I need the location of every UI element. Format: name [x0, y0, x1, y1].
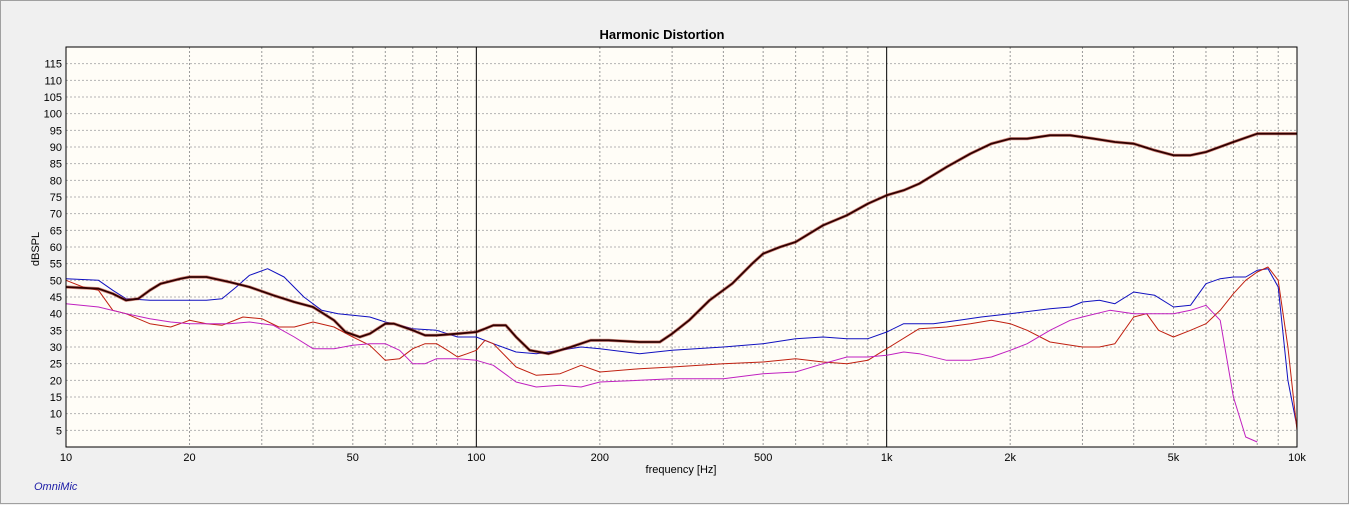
series-3-line [65, 303, 1258, 443]
x-axis-label: frequency [Hz] [646, 464, 717, 476]
series-layer [65, 132, 1298, 443]
y-tick-label: 80 [50, 175, 62, 187]
y-tick-label: 115 [44, 59, 62, 71]
y-tick-label: 110 [44, 75, 62, 87]
y-tick-label: 100 [44, 109, 62, 121]
y-tick-label: 45 [50, 292, 62, 304]
chart-title: Harmonic Distortion [600, 27, 725, 42]
y-tick-label: 20 [50, 375, 62, 387]
x-tick-label: 500 [754, 452, 772, 464]
y-tick-label: 35 [50, 325, 62, 337]
y-tick-label: 90 [50, 142, 62, 154]
y-axis-label: dBSPL [30, 232, 42, 266]
x-tick-label: 1k [881, 452, 893, 464]
major-gridlines [475, 47, 888, 447]
y-tick-label: 60 [50, 242, 62, 254]
plot-border [65, 46, 1298, 448]
y-tick-label: 105 [44, 92, 62, 104]
y-tick-label: 50 [50, 275, 62, 287]
x-tick-label: 20 [183, 452, 195, 464]
y-tick-label: 75 [50, 192, 62, 204]
y-tick-label: 40 [50, 309, 62, 321]
x-tick-label: 5k [1168, 452, 1180, 464]
series-2-line [65, 266, 1298, 431]
y-tick-label: 25 [50, 359, 62, 371]
x-tick-label: 10k [1288, 452, 1306, 464]
omnimic-brand-label: OmniMic [34, 481, 78, 493]
y-tick-label: 30 [50, 342, 62, 354]
series-4-line [65, 132, 1297, 355]
x-tick-label: 100 [467, 452, 485, 464]
y-tick-label: 15 [50, 392, 62, 404]
y-tick-label: 5 [56, 425, 62, 437]
y-tick-label: 85 [50, 159, 62, 171]
x-tick-label: 2k [1004, 452, 1016, 464]
x-tick-label: 50 [347, 452, 359, 464]
series-1-line [65, 268, 1298, 428]
y-axis-ticks: 5 10 15 20 25 30 35 40 45 50 55 60 65 70 75 80 85 90 95 100… [44, 59, 62, 438]
x-tick-label: 200 [591, 452, 609, 464]
minor-gridlines [66, 47, 1297, 447]
x-axis-ticks: 10 20 50 100 200 500 1k 2k 5k 10k [60, 452, 1306, 464]
y-tick-label: 70 [50, 209, 62, 221]
x-tick-label: 10 [60, 452, 72, 464]
y-tick-label: 10 [50, 409, 62, 421]
y-tick-label: 95 [50, 125, 62, 137]
y-tick-label: 65 [50, 225, 62, 237]
y-tick-label: 55 [50, 259, 62, 271]
